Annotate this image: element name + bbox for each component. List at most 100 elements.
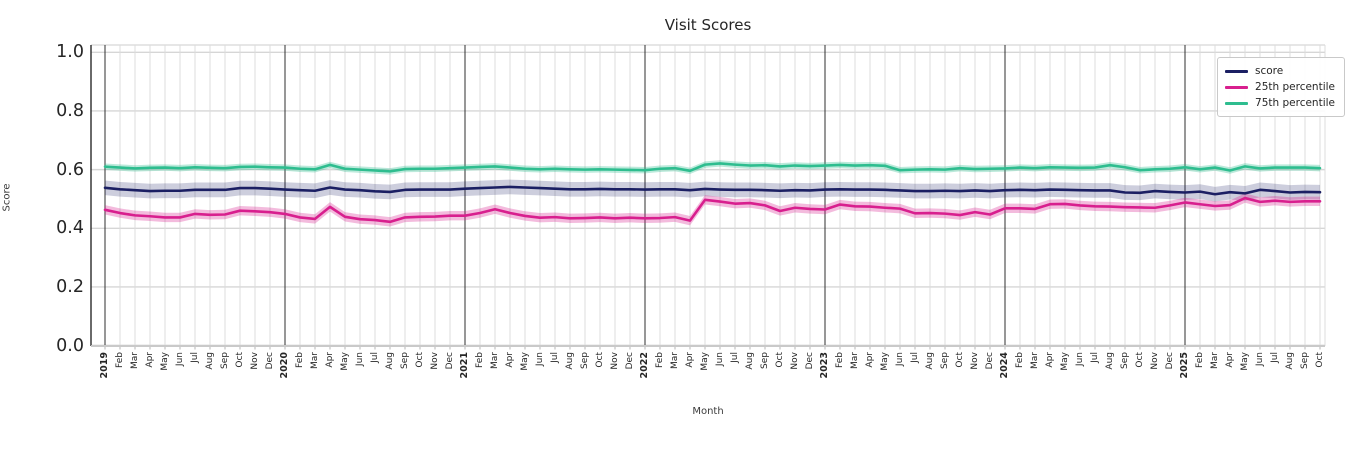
x-tick-label: Dec bbox=[265, 352, 275, 370]
x-tick-label: Aug bbox=[385, 352, 395, 370]
x-tick-label: Feb bbox=[835, 352, 845, 368]
x-tick-label: Apr bbox=[1225, 352, 1235, 368]
x-tick-label: Aug bbox=[1105, 352, 1115, 370]
legend-label: 25th percentile bbox=[1255, 81, 1335, 93]
y-tick-label: 0.2 bbox=[56, 276, 84, 297]
line-score bbox=[103, 185, 1322, 196]
x-tick-label: Jun bbox=[355, 352, 365, 367]
x-tick-label: May bbox=[520, 352, 530, 371]
x-tick-label: May bbox=[880, 352, 890, 371]
x-tick-label: Apr bbox=[865, 352, 875, 368]
x-tick-label: Oct bbox=[1135, 352, 1145, 368]
x-tick-label: Aug bbox=[565, 352, 575, 370]
x-tick-label: Dec bbox=[805, 352, 815, 370]
y-axis-label: Score bbox=[1, 183, 13, 212]
y-tick-label: 0.8 bbox=[56, 100, 84, 121]
x-tick-label: Mar bbox=[670, 352, 680, 369]
x-tick-label: Mar bbox=[490, 352, 500, 369]
x-tick-label: Nov bbox=[1150, 352, 1160, 370]
x-tick-label: Jun bbox=[895, 352, 905, 367]
x-tick-label-year: 2021 bbox=[459, 352, 470, 379]
x-tick-label: Jun bbox=[535, 352, 545, 367]
x-tick-label: Sep bbox=[760, 352, 770, 369]
x-tick-label: Sep bbox=[220, 352, 230, 369]
x-tick-label: Nov bbox=[250, 352, 260, 370]
x-tick-label: Dec bbox=[985, 352, 995, 370]
x-tick-label: Sep bbox=[580, 352, 590, 369]
x-tick-label: May bbox=[340, 352, 350, 371]
x-tick-label: Jul bbox=[1270, 352, 1280, 363]
legend-item: 75th percentile bbox=[1225, 95, 1335, 111]
x-tick-label-year: 2022 bbox=[639, 352, 650, 379]
x-tick-label: Jul bbox=[370, 352, 380, 363]
x-tick-label: Feb bbox=[1195, 352, 1205, 368]
legend-label: 75th percentile bbox=[1255, 97, 1335, 109]
x-tick-label: Jun bbox=[715, 352, 725, 367]
x-tick-label: Oct bbox=[1315, 352, 1325, 368]
x-tick-label: Feb bbox=[115, 352, 125, 368]
x-tick-label: Apr bbox=[685, 352, 695, 368]
x-axis-label: Month bbox=[692, 406, 724, 417]
legend-line-swatch bbox=[1225, 69, 1249, 73]
x-tick-label: Jun bbox=[175, 352, 185, 367]
x-tick-label: Aug bbox=[205, 352, 215, 370]
x-tick-label: Mar bbox=[310, 352, 320, 369]
x-tick-label: Jun bbox=[1255, 352, 1265, 367]
x-tick-label: Jul bbox=[190, 352, 200, 363]
x-tick-label: Jul bbox=[730, 352, 740, 363]
x-tick-label: Sep bbox=[1300, 352, 1310, 369]
x-tick-label-year: 2020 bbox=[279, 352, 290, 379]
x-tick-label: Jun bbox=[1075, 352, 1085, 367]
legend-item: score bbox=[1225, 63, 1335, 79]
x-tick-label: Aug bbox=[925, 352, 935, 370]
legend: score 25th percentile 75th percentile bbox=[1217, 57, 1345, 117]
x-tick-label-year: 2023 bbox=[819, 352, 830, 379]
x-tick-label: May bbox=[160, 352, 170, 371]
x-tick-label: Nov bbox=[430, 352, 440, 370]
x-tick-label: Aug bbox=[1285, 352, 1295, 370]
x-tick-label: Feb bbox=[295, 352, 305, 368]
line-25th-percentile bbox=[103, 196, 1322, 224]
x-tick-label: Feb bbox=[1015, 352, 1025, 368]
y-tick-label: 0.4 bbox=[56, 218, 84, 239]
x-tick-label-year: 2019 bbox=[99, 352, 110, 379]
x-tick-label: Apr bbox=[145, 352, 155, 368]
x-tick-label: Oct bbox=[235, 352, 245, 368]
line-75th-percentile bbox=[103, 162, 1322, 173]
x-tick-label-year: 2024 bbox=[999, 352, 1010, 379]
x-tick-label: Dec bbox=[1165, 352, 1175, 370]
x-tick-label: Oct bbox=[595, 352, 605, 368]
x-tick-label: Oct bbox=[775, 352, 785, 368]
x-tick-label: Mar bbox=[850, 352, 860, 369]
legend-item: 25th percentile bbox=[1225, 79, 1335, 95]
x-tick-label: Mar bbox=[1030, 352, 1040, 369]
x-tick-label: Jul bbox=[1090, 352, 1100, 363]
x-tick-label: Apr bbox=[1045, 352, 1055, 368]
x-tick-label: Oct bbox=[415, 352, 425, 368]
legend-line-swatch bbox=[1225, 85, 1249, 89]
x-tick-label: Mar bbox=[130, 352, 140, 369]
x-tick-label: Mar bbox=[1210, 352, 1220, 369]
x-tick-label: Feb bbox=[655, 352, 665, 368]
y-tick-label: 0.6 bbox=[56, 159, 84, 180]
x-tick-label: Dec bbox=[625, 352, 635, 370]
legend-line-swatch bbox=[1225, 101, 1249, 105]
x-tick-label: Nov bbox=[790, 352, 800, 370]
x-tick-label: Sep bbox=[940, 352, 950, 369]
chart-title: Visit Scores bbox=[664, 16, 752, 34]
x-tick-label: Aug bbox=[745, 352, 755, 370]
x-tick-label: Oct bbox=[955, 352, 965, 368]
x-tick-label: Feb bbox=[475, 352, 485, 368]
y-tick-label: 1.0 bbox=[56, 42, 84, 63]
x-tick-label: Nov bbox=[610, 352, 620, 370]
x-tick-label-year: 2025 bbox=[1179, 352, 1190, 379]
x-tick-label: Apr bbox=[325, 352, 335, 368]
x-tick-label: Apr bbox=[505, 352, 515, 368]
band-75th-percentile bbox=[105, 160, 1320, 175]
x-tick-label: May bbox=[1060, 352, 1070, 371]
x-tick-label: May bbox=[700, 352, 710, 371]
y-tick-label: 0.0 bbox=[56, 335, 84, 356]
x-tick-label: Nov bbox=[970, 352, 980, 370]
